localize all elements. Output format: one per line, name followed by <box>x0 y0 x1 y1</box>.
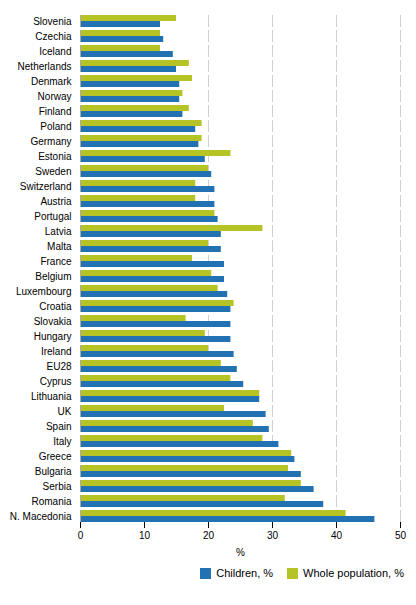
svg-text:%: % <box>236 547 245 558</box>
svg-text:Slovenia: Slovenia <box>33 16 72 27</box>
svg-text:Poland: Poland <box>40 121 71 132</box>
svg-text:Sweden: Sweden <box>35 166 71 177</box>
svg-text:Netherlands: Netherlands <box>18 61 72 72</box>
svg-text:Bulgaria: Bulgaria <box>35 466 72 477</box>
svg-text:Czechia: Czechia <box>35 31 72 42</box>
svg-text:Finland: Finland <box>39 106 72 117</box>
svg-text:Lithuania: Lithuania <box>31 391 72 402</box>
svg-text:Switzerland: Switzerland <box>20 181 72 192</box>
html-text:Whole population, %: Whole population, % <box>303 567 404 579</box>
html-text:Children, %: Children, % <box>216 567 274 579</box>
svg-text:Slovakia: Slovakia <box>34 316 72 327</box>
svg-text:Serbia: Serbia <box>43 481 72 492</box>
svg-text:Greece: Greece <box>39 451 72 462</box>
svg-text:Latvia: Latvia <box>45 226 72 237</box>
svg-text:50: 50 <box>395 530 407 541</box>
svg-text:N. Macedonia: N. Macedonia <box>10 511 72 522</box>
svg-text:Cyprus: Cyprus <box>40 376 72 387</box>
svg-text:Belgium: Belgium <box>35 271 71 282</box>
svg-text:Iceland: Iceland <box>39 46 71 57</box>
svg-text:Norway: Norway <box>38 91 72 102</box>
svg-text:Spain: Spain <box>46 421 72 432</box>
svg-text:Estonia: Estonia <box>38 151 72 162</box>
svg-text:0: 0 <box>78 530 84 541</box>
svg-text:Luxembourg: Luxembourg <box>16 286 72 297</box>
svg-text:France: France <box>40 256 72 267</box>
svg-text:Croatia: Croatia <box>39 301 72 312</box>
svg-text:40: 40 <box>331 530 343 541</box>
svg-text:30: 30 <box>267 530 279 541</box>
svg-text:Austria: Austria <box>40 196 72 207</box>
svg-text:Malta: Malta <box>47 241 72 252</box>
svg-text:Ireland: Ireland <box>41 346 72 357</box>
svg-text:Germany: Germany <box>30 136 71 147</box>
svg-text:EU28: EU28 <box>46 361 71 372</box>
svg-text:Denmark: Denmark <box>31 76 73 87</box>
svg-text:Portugal: Portugal <box>34 211 71 222</box>
svg-text:UK: UK <box>58 406 72 417</box>
svg-text:10: 10 <box>139 530 151 541</box>
svg-text:Italy: Italy <box>53 436 71 447</box>
svg-text:20: 20 <box>203 530 215 541</box>
svg-text:Romania: Romania <box>31 496 71 507</box>
svg-text:Hungary: Hungary <box>34 331 72 342</box>
